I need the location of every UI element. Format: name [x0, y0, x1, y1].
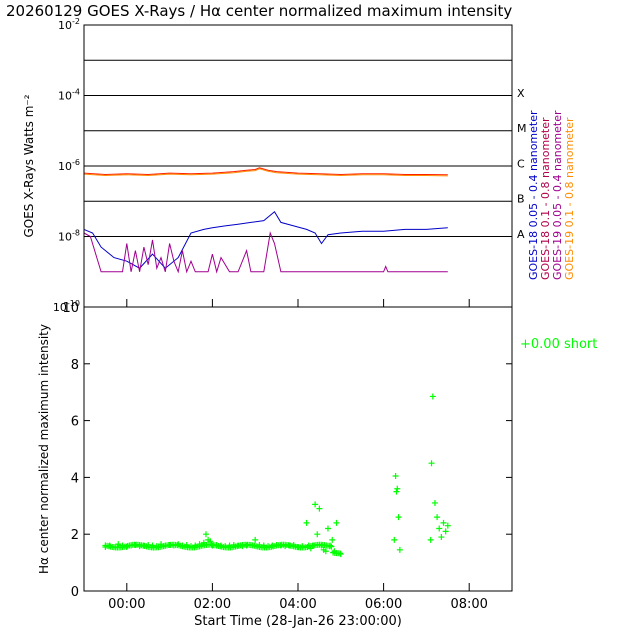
halpha-x-tick-label: 02:00 [194, 597, 231, 612]
figure-title: 20260129 GOES X-Rays / Hα center normali… [6, 2, 512, 20]
halpha-point [440, 519, 447, 526]
halpha-legend-entry: +0.00 short [520, 337, 597, 352]
halpha-point [392, 472, 399, 479]
halpha-x-tick-label: 04:00 [279, 597, 316, 612]
halpha-point [393, 488, 400, 495]
xray-y-axis-label: GOES X-Rays Watts m⁻² [22, 94, 36, 237]
halpha-point [395, 514, 402, 521]
halpha-point [436, 525, 443, 532]
xray-legend-entry: GOES-19 0.1 - 0.8 nanometer [563, 117, 576, 280]
halpha-y-tick-label: 6 [71, 415, 79, 430]
xray-series-line [83, 211, 448, 269]
halpha-x-tick-label: 08:00 [450, 597, 487, 612]
xray-series-line [83, 168, 448, 177]
halpha-point [394, 485, 401, 492]
xray-legend-entry: GOES-19 0.05 - 0.4 nanometer [551, 110, 564, 280]
xray-y-tick-label: 10-8 [58, 229, 80, 244]
halpha-point [252, 536, 259, 543]
halpha-point [324, 525, 331, 532]
halpha-y-tick-label: 8 [71, 358, 79, 373]
halpha-x-axis-label: Start Time (28-Jan-26 23:00:00) [194, 614, 402, 629]
halpha-point [438, 534, 445, 541]
xray-series-line [83, 167, 448, 176]
xray-legend-entry: GOES-18 0.05 - 0.4 nanometer [527, 110, 540, 280]
xray-y-tick-label: 10-4 [58, 88, 80, 103]
halpha-point [333, 519, 340, 526]
xray-legend-entry: GOES-18 0.1 - 0.8 nanometer [539, 117, 552, 280]
halpha-point [202, 531, 209, 538]
halpha-point [115, 541, 122, 548]
halpha-point [396, 546, 403, 553]
flare-class-label: C [517, 157, 525, 170]
halpha-point [427, 536, 434, 543]
halpha-point [429, 393, 436, 400]
halpha-point [391, 536, 398, 543]
halpha-x-tick-label: 00:00 [108, 597, 145, 612]
xray-series-line [83, 231, 448, 274]
halpha-point [442, 528, 449, 535]
halpha-panel: 0 2 4 6 8 10 00:00 02:00 04:00 06:00 08:00 Hα cen… [37, 299, 597, 629]
halpha-y-tick-label: 0 [71, 585, 79, 600]
halpha-point [316, 505, 323, 512]
halpha-y-tick-label: 10 [62, 301, 79, 316]
halpha-y-tick-label: 2 [71, 528, 79, 543]
halpha-point [314, 531, 321, 538]
halpha-point [329, 536, 336, 543]
xray-panel: 10-2 10-4 10-6 10-8 10-10 X M C B A GOES X-Rays … [22, 17, 576, 314]
halpha-legend: +0.00 short [520, 337, 597, 352]
halpha-point [303, 519, 310, 526]
halpha-point [328, 543, 335, 550]
flare-class-label: M [517, 122, 527, 135]
flare-class-label: X [517, 87, 525, 100]
halpha-y-axis-label: Hα center normalized maximum intensity [37, 324, 51, 574]
halpha-point [428, 460, 435, 467]
flare-class-label: A [517, 228, 525, 241]
halpha-y-tick-label: 4 [71, 471, 79, 486]
xray-y-tick-label: 10-6 [58, 158, 80, 173]
xray-y-tick-label: 10-10 [53, 299, 80, 314]
halpha-point [434, 514, 441, 521]
halpha-point [431, 499, 438, 506]
halpha-point [312, 501, 319, 508]
halpha-point [322, 548, 329, 555]
flare-class-label: B [517, 193, 525, 206]
halpha-x-tick-label: 06:00 [365, 597, 402, 612]
halpha-point [336, 550, 343, 557]
halpha-point [444, 522, 451, 529]
xray-y-tick-label: 10-2 [58, 17, 80, 32]
